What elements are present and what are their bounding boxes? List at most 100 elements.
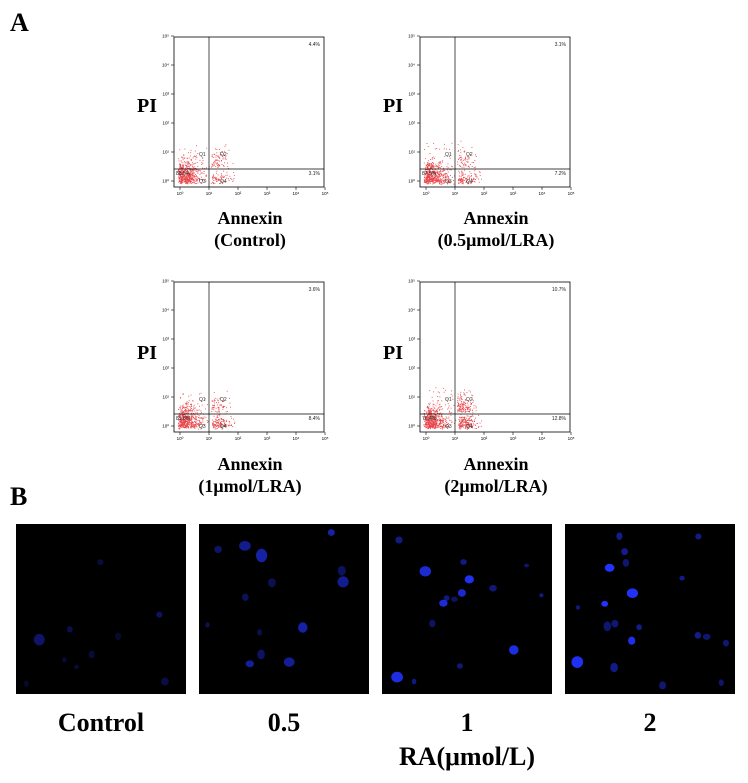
nucleus	[33, 633, 45, 646]
x-tick-label: 10⁰	[423, 436, 430, 441]
percent-upper-right: 10.7%	[552, 287, 567, 293]
quadrant-label-q2: Q2	[466, 152, 473, 158]
nucleus	[439, 599, 448, 607]
nucleus	[443, 595, 450, 601]
plot-frame	[173, 36, 325, 188]
y-tick-label: 10⁴	[162, 63, 169, 68]
nucleus	[621, 548, 628, 556]
plot-frame	[419, 36, 571, 188]
nucleus	[239, 541, 251, 551]
plot4-annexin-label: Annexin	[463, 454, 529, 474]
plot2-annexin-label: Annexin	[463, 208, 529, 228]
nucleus	[489, 584, 497, 592]
nucleus	[268, 578, 276, 588]
nucleus	[161, 677, 169, 686]
micrograph-2	[565, 524, 735, 694]
micrograph-1	[382, 524, 552, 694]
y-tick-label: 10²	[162, 366, 169, 371]
nucleus	[74, 664, 79, 670]
panel-b-label: B	[10, 482, 28, 511]
quadrant-label-q4: Q4	[220, 424, 227, 430]
plot1-annexin-label: Annexin	[217, 208, 283, 228]
y-tick-label: 10¹	[162, 395, 169, 400]
quadrant-label-q1: Q1	[199, 152, 206, 158]
quadrant-label-q1: Q1	[445, 397, 452, 403]
micrograph-2-svg	[571, 532, 729, 690]
y-tick-label: 10³	[162, 337, 169, 342]
x-tick-label: 10¹	[452, 436, 459, 441]
x-tick-label: 10¹	[452, 191, 459, 196]
x-tick-label: 10⁰	[177, 436, 184, 441]
percent-lower-right: 8.4%	[309, 416, 321, 422]
y-tick-label: 10⁴	[408, 63, 415, 68]
y-tick-label: 10⁵	[162, 34, 169, 39]
nucleus	[429, 619, 436, 628]
micrograph-label-2: 2	[643, 708, 657, 737]
nucleus	[571, 656, 584, 668]
y-tick-label: 10⁰	[162, 179, 169, 184]
quadrant-label-q1: Q1	[445, 152, 452, 158]
scatter-dots	[177, 144, 235, 185]
nucleus	[626, 588, 638, 598]
x-tick-label: 10⁰	[423, 191, 430, 196]
y-tick-label: 10³	[162, 92, 169, 97]
plot3-y-label: PI	[137, 342, 157, 364]
x-tick-label: 10³	[264, 191, 271, 196]
nucleus	[97, 559, 104, 566]
x-tick-label: 10⁵	[322, 436, 329, 441]
y-tick-label: 10⁴	[162, 308, 169, 313]
nucleus	[395, 536, 403, 544]
nucleus	[723, 639, 729, 647]
micrograph-label-control: Control	[57, 708, 145, 737]
flow-plot-4: 10⁰ 10¹ 10² 10³ 10⁴ 10⁵ 10⁰ 10¹ 10² 10³ 10⁴ 10⁵ Q1 Q2…	[408, 279, 575, 442]
flow-plot-2: 10⁰ 10¹ 10² 10³ 10⁴ 10⁵ 10⁰ 10¹ 10² 10³ 10⁴ 10⁵ Q1 Q2…	[408, 34, 575, 197]
plot2-x-label: Annexin (0.5μmol/LRA)	[386, 207, 606, 251]
x-tick-label: 10¹	[206, 191, 213, 196]
nucleus	[457, 589, 466, 597]
nucleus	[257, 629, 263, 636]
flow-plot-3: 10⁰ 10¹ 10² 10³ 10⁴ 10⁵ 10⁰ 10¹ 10² 10³ 10⁴ 10⁵ Q1 Q2…	[162, 279, 329, 442]
plot1-x-label: Annexin (Control)	[140, 207, 360, 251]
quadrant-label-q3: Q3	[199, 424, 206, 430]
nucleus	[242, 593, 249, 601]
nucleus	[636, 624, 642, 631]
plot4-condition-label: (2μmol/LRA)	[444, 476, 548, 496]
nucleus	[603, 621, 612, 632]
panel-a-label: A	[10, 8, 29, 37]
y-tick-label: 10⁵	[408, 279, 415, 284]
x-tick-label: 10³	[264, 436, 271, 441]
x-tick-label: 10²	[235, 436, 242, 441]
quadrant-label-q3: Q3	[199, 179, 206, 185]
nucleus	[62, 657, 67, 663]
plot3-condition-label: (1μmol/LRA)	[198, 476, 302, 496]
scatter-dots	[177, 390, 236, 430]
flow-plot-3-svg: 10⁰ 10¹ 10² 10³ 10⁴ 10⁵ 10⁰ 10¹ 10² 10³ 10⁴ 10⁵ Q1 Q2…	[162, 279, 329, 442]
flow-plot-1: 10⁰ 10¹ 10² 10³ 10⁴ 10⁵ 10⁰ 10¹ 10² 10³ 10⁴ 10⁵ Q1 Q2…	[162, 34, 329, 197]
micrograph-0-5	[199, 524, 369, 694]
nucleus	[451, 596, 458, 602]
nucleus	[456, 663, 463, 669]
percent-lower-left: 88.5%	[176, 171, 191, 177]
percent-lower-right: 12.8%	[552, 416, 567, 422]
nucleus	[257, 649, 265, 660]
quadrant-label-q2: Q2	[466, 397, 473, 403]
nucleus	[205, 622, 210, 628]
y-tick-label: 10²	[408, 121, 415, 126]
percent-lower-right: 3.1%	[309, 171, 321, 177]
micrograph-control	[16, 524, 186, 694]
plot-frame	[419, 281, 571, 433]
scatter-dots	[423, 140, 482, 185]
quadrant-label-q2: Q2	[220, 397, 227, 403]
plot3-x-label: Annexin (1μmol/LRA)	[140, 453, 360, 497]
nucleus	[156, 611, 163, 618]
percent-upper-right: 3.6%	[309, 287, 321, 293]
plot-frame	[173, 281, 325, 433]
y-tick-label: 10²	[408, 366, 415, 371]
x-tick-label: 10⁵	[568, 436, 575, 441]
quadrant-label-q2: Q2	[220, 152, 227, 158]
x-tick-label: 10⁴	[539, 436, 546, 441]
nucleus	[298, 622, 308, 633]
nucleus	[256, 548, 268, 563]
y-tick-label: 10⁰	[408, 179, 415, 184]
percent-lower-left: 87.5%	[422, 171, 437, 177]
